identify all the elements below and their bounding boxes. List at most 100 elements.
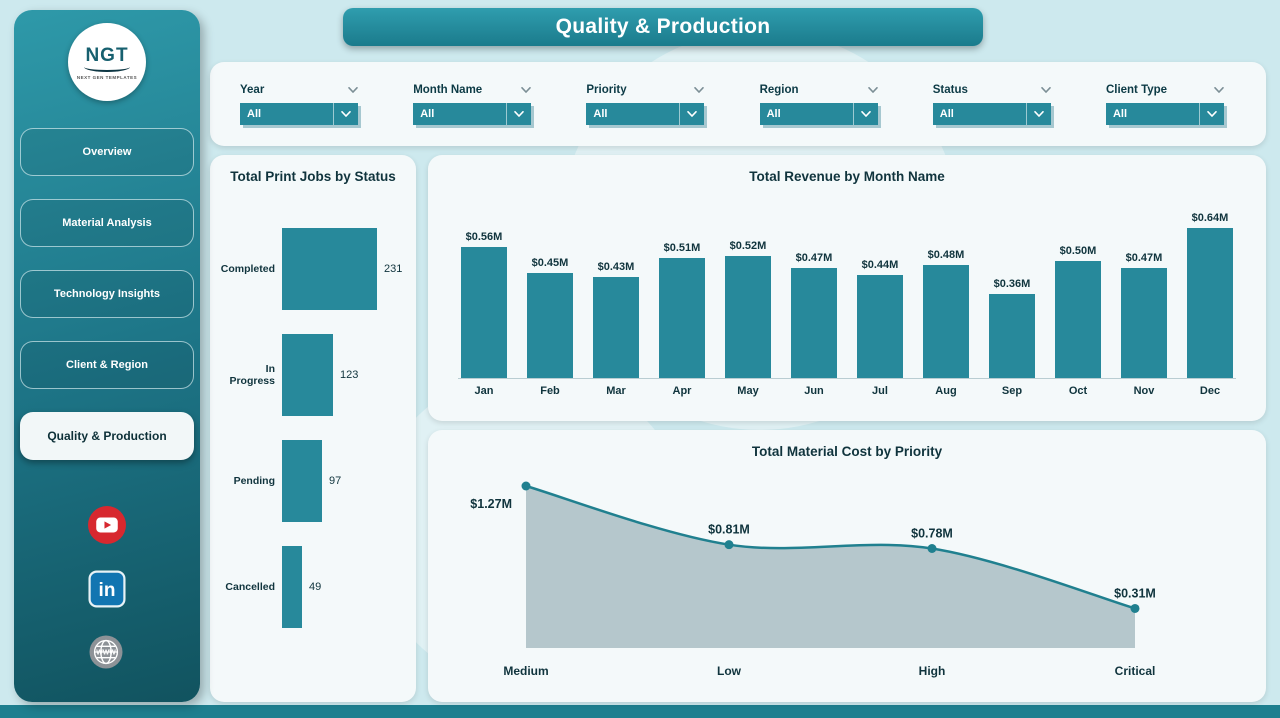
bar-cancelled[interactable]	[282, 546, 302, 628]
bar-nov[interactable]	[1121, 268, 1167, 378]
bar-apr[interactable]	[659, 258, 705, 378]
value-label: $0.78M	[911, 527, 953, 541]
category-label: Cancelled	[225, 581, 275, 593]
filter-label-client-type: Client Type	[1105, 83, 1168, 96]
axis-label-apr: Apr	[672, 385, 692, 397]
value-label: 49	[309, 581, 322, 593]
value-label: $0.81M	[708, 523, 750, 537]
jobs-row-cancelled: Cancelled 49	[218, 546, 408, 628]
data-point-low[interactable]	[724, 540, 734, 550]
bar-sep[interactable]	[989, 294, 1035, 378]
chevron-down-icon	[852, 102, 871, 125]
value-label: 231	[384, 263, 403, 275]
filter-menu-chevron-icon[interactable]	[867, 86, 878, 93]
axis-label-mar: Mar	[606, 385, 626, 397]
chevron-down-icon	[333, 102, 351, 125]
filter-group-region: Region All	[759, 83, 890, 125]
bar-completed[interactable]	[282, 228, 377, 310]
value-label: $0.51M	[663, 242, 701, 254]
filter-select-month-name[interactable]: All	[413, 102, 532, 125]
youtube-icon[interactable]	[88, 506, 126, 544]
filter-group-month-name: Month Name All	[413, 84, 543, 125]
revenue-column-jun: $0.47M	[788, 252, 840, 378]
filter-select-status[interactable]: All	[932, 102, 1051, 125]
bar-dec[interactable]	[1187, 228, 1233, 378]
filter-value: All	[1112, 107, 1127, 120]
filter-label-status: Status	[932, 83, 968, 96]
axis-label-sep: Sep	[1001, 385, 1023, 397]
axis-label-critical: Critical	[1115, 664, 1156, 678]
category-label: Pending	[233, 475, 275, 487]
sidebar: NGT NEXT GEN TEMPLATES Overview Material …	[14, 10, 200, 702]
filter-menu-chevron-icon[interactable]	[521, 86, 531, 93]
sidebar-item-technology-insights[interactable]: Technology Insights	[20, 270, 194, 318]
chevron-down-icon	[679, 102, 698, 125]
filter-select-region[interactable]: All	[759, 102, 878, 125]
jobs-row-in-progress: In Progress 123	[218, 334, 408, 416]
revenue-column-apr: $0.51M	[656, 242, 708, 378]
filter-label-year: Year	[240, 83, 265, 96]
bar-pending[interactable]	[282, 440, 322, 522]
category-label: In Progress	[229, 363, 275, 387]
revenue-months: Jan Feb Mar Apr May Jun Jul Aug Sep Oct Nov Dec	[458, 378, 1236, 397]
revenue-by-month-panel: Total Revenue by Month Name $0.56M $0.45M…	[428, 155, 1266, 421]
bar-aug[interactable]	[923, 265, 969, 378]
revenue-column-mar: $0.43M	[590, 261, 642, 378]
filter-menu-chevron-icon[interactable]	[1040, 86, 1051, 93]
revenue-column-oct: $0.50M	[1052, 245, 1104, 378]
value-label: $0.48M	[927, 249, 965, 261]
trend-line	[525, 484, 1136, 610]
bar-may[interactable]	[725, 256, 771, 378]
axis-label-jul: Jul	[872, 385, 888, 397]
filter-value: All	[939, 107, 954, 120]
sidebar-item-quality-production[interactable]: Quality & Production	[20, 412, 194, 460]
sidebar-item-client-region[interactable]: Client & Region	[20, 341, 194, 389]
filter-select-priority[interactable]: All	[586, 102, 705, 125]
filter-value: All	[766, 107, 781, 120]
bar-in-progress[interactable]	[282, 334, 333, 416]
bar-feb[interactable]	[527, 273, 573, 378]
filter-select-client-type[interactable]: All	[1105, 102, 1224, 125]
data-point-high[interactable]	[927, 544, 937, 554]
bar-jun[interactable]	[791, 268, 837, 378]
value-label: $1.27M	[470, 497, 512, 511]
filter-group-status: Status All	[932, 83, 1063, 125]
bar-oct[interactable]	[1055, 261, 1101, 378]
sidebar-social: in WWW	[88, 506, 126, 672]
logo-subtext: NEXT GEN TEMPLATES	[76, 74, 138, 80]
globe-icon[interactable]: WWW	[88, 634, 126, 672]
bar-mar[interactable]	[593, 277, 639, 378]
filter-menu-chevron-icon[interactable]	[1214, 86, 1224, 93]
jobs-row-completed: Completed 231	[218, 228, 408, 310]
axis-label-aug: Aug	[935, 385, 957, 397]
bar-jul[interactable]	[857, 275, 903, 378]
filter-menu-chevron-icon[interactable]	[694, 86, 705, 93]
axis-label-low: Low	[717, 664, 742, 678]
axis-label-high: High	[919, 664, 946, 678]
data-point-medium[interactable]	[521, 481, 531, 491]
value-label: $0.64M	[1191, 212, 1229, 224]
axis-label-medium: Medium	[503, 664, 548, 678]
filter-label-region: Region	[759, 83, 799, 96]
revenue-column-jan: $0.56M	[458, 231, 510, 378]
revenue-bars: $0.56M $0.45M $0.43M $0.51M $0.52M $0.47M $0.4…	[458, 210, 1236, 378]
svg-text:in: in	[99, 580, 116, 601]
axis-label-jun: Jun	[804, 385, 824, 397]
revenue-column-dec: $0.64M	[1184, 212, 1236, 378]
data-point-critical[interactable]	[1130, 603, 1140, 613]
filter-select-year[interactable]: All	[240, 102, 358, 125]
bar-jan[interactable]	[461, 247, 507, 378]
axis-label-nov: Nov	[1133, 385, 1155, 397]
linkedin-icon[interactable]: in	[88, 570, 126, 608]
value-label: $0.47M	[795, 252, 833, 264]
filter-menu-chevron-icon[interactable]	[348, 86, 358, 93]
revenue-column-sep: $0.36M	[986, 278, 1038, 378]
sidebar-item-overview[interactable]: Overview	[20, 128, 194, 176]
value-label: $0.47M	[1125, 252, 1163, 264]
value-label: $0.45M	[531, 257, 569, 269]
area-fill	[526, 486, 1135, 648]
filter-value: All	[247, 107, 262, 120]
filter-group-year: Year All	[240, 84, 370, 125]
bottom-accent-strip	[0, 705, 1280, 718]
sidebar-item-material-analysis[interactable]: Material Analysis	[20, 199, 194, 247]
